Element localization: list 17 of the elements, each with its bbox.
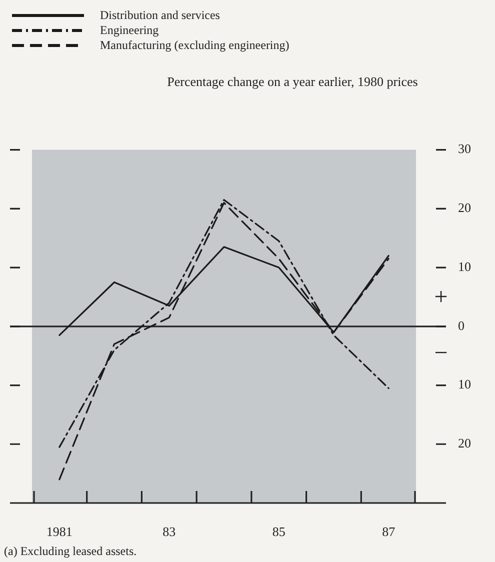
legend-label: Manufacturing (excluding engineering) bbox=[100, 38, 290, 53]
y-tick-label: 10 bbox=[458, 376, 471, 392]
x-tick-label: 85 bbox=[272, 524, 286, 540]
x-tick-label: 1981 bbox=[46, 524, 72, 540]
text: (a) Excluding leased assets. bbox=[4, 544, 137, 559]
text: + bbox=[434, 284, 448, 311]
y-tick-label: 10 bbox=[458, 258, 471, 274]
text: − bbox=[434, 340, 448, 367]
y-tick-label: 30 bbox=[458, 141, 471, 156]
legend-label: Engineering bbox=[100, 23, 159, 38]
y-tick-label: 20 bbox=[458, 200, 471, 216]
y-tick-label: 20 bbox=[458, 436, 471, 451]
chart-title: Percentage change on a year earlier, 1980 prices bbox=[166, 74, 419, 90]
y-tick-label: 0 bbox=[458, 318, 464, 333]
x-tick-label: 83 bbox=[162, 524, 176, 540]
x-tick-label: 87 bbox=[382, 524, 396, 540]
legend-label: Distribution and services bbox=[100, 8, 220, 23]
